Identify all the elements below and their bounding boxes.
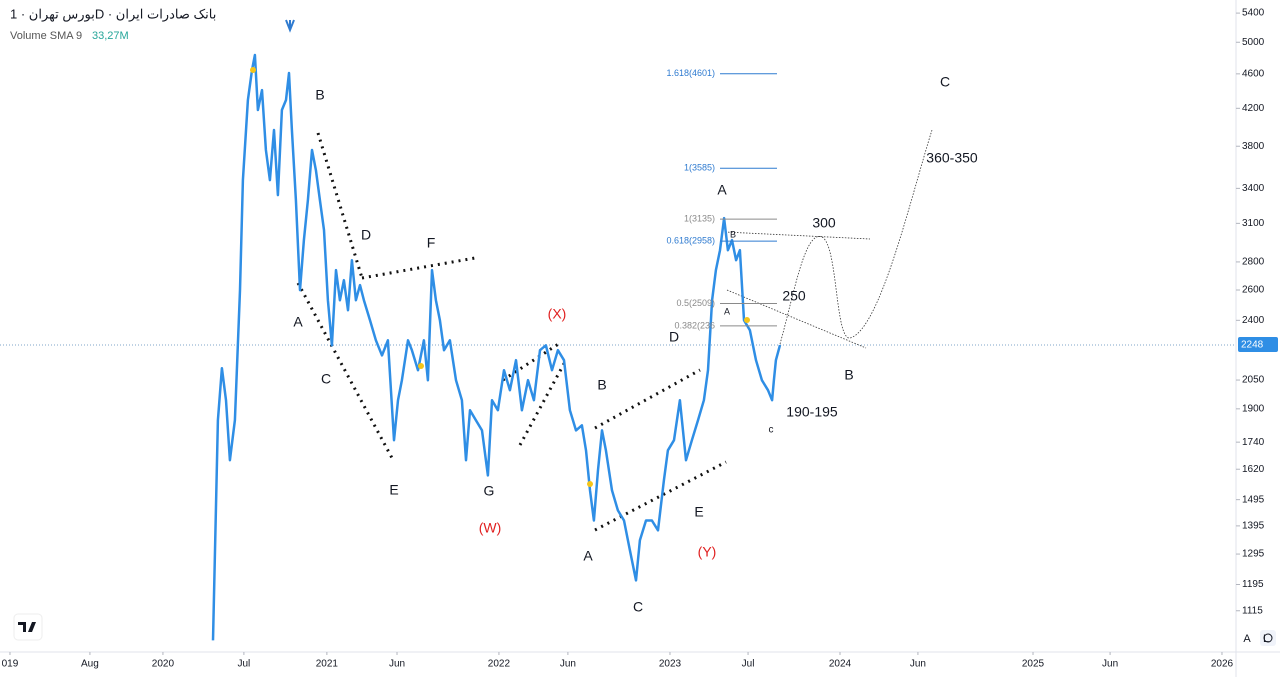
y-tick-label: 2400: [1242, 315, 1265, 326]
x-tick-label: 2023: [659, 659, 682, 670]
y-tick-label: 1495: [1242, 494, 1265, 505]
chart-title: بورس تهران · 1D · بانک صادرات ایران: [10, 6, 216, 22]
wave-label: C: [633, 599, 643, 615]
y-tick-label: 1740: [1242, 437, 1265, 448]
marker-dot: [250, 67, 256, 73]
wave-label: 300: [812, 215, 836, 231]
y-tick-label: 1295: [1242, 549, 1265, 560]
y-tick-label: 1195: [1242, 579, 1264, 590]
fib-label: 0.5(2509): [676, 298, 715, 308]
wave-label: (X): [548, 306, 567, 322]
plot-area: [0, 53, 1236, 641]
x-tick-label: Jul: [237, 659, 250, 670]
last-price-label: 2248: [1241, 340, 1264, 351]
wave-label: E: [694, 504, 703, 520]
x-tick-label: 2021: [316, 659, 339, 670]
y-tick-label: 2600: [1242, 285, 1265, 296]
wave-label: F: [427, 235, 436, 251]
wave-label: c: [769, 425, 774, 436]
price-line-series: [211, 53, 782, 641]
y-tick-label: 2800: [1242, 257, 1265, 268]
trend-lines: [296, 132, 727, 532]
x-tick-label: 2026: [1211, 659, 1234, 670]
fib-label: 1(3135): [684, 213, 715, 223]
fib-label: 0.618(2958): [666, 236, 715, 246]
wave-label: C: [940, 74, 950, 90]
x-tick-label: Jun: [389, 659, 405, 670]
y-tick-label: 5400: [1242, 8, 1265, 19]
y-tick-label: 3800: [1242, 141, 1265, 152]
indicator-name: Volume SMA 9: [10, 30, 82, 42]
scale-button[interactable]: A: [1243, 633, 1251, 645]
y-tick-label: 3100: [1242, 218, 1265, 229]
y-tick-label: 5000: [1242, 37, 1265, 48]
y-tick-label: 1395: [1242, 521, 1265, 532]
x-tick-label: Jun: [1102, 659, 1118, 670]
x-tick-label: 2022: [488, 659, 511, 670]
wave-label: B: [597, 377, 606, 393]
indicator-value: 33,27M: [92, 30, 129, 42]
wave-label: G: [484, 483, 495, 499]
wave-label: B: [315, 87, 324, 103]
last-price-box: [1238, 337, 1278, 352]
projection: [724, 129, 933, 349]
x-tick-label: Jul: [742, 659, 755, 670]
y-tick-label: 4200: [1242, 103, 1265, 114]
settings-icon: [1263, 633, 1273, 643]
wave-label: B: [730, 229, 736, 239]
y-tick-label: 1900: [1242, 403, 1265, 414]
marker-dot: [418, 363, 424, 369]
wave-label: E: [389, 482, 398, 498]
x-tick-label: 2025: [1022, 659, 1045, 670]
x-tick-label: Jun: [560, 659, 576, 670]
wave-label: B: [844, 367, 853, 383]
wave-label: D: [669, 329, 679, 345]
settings-button[interactable]: [1260, 630, 1276, 646]
y-tick-label: 1115: [1242, 605, 1263, 616]
wave-label: A: [583, 548, 593, 564]
logo: [13, 613, 43, 641]
fib-label: 1.618(4601): [666, 68, 715, 78]
marker-dot: [744, 317, 750, 323]
x-tick-label: Jun: [910, 659, 926, 670]
wave-label: 360-350: [926, 150, 978, 166]
x-tick-label: Aug: [81, 659, 99, 670]
wave-label: C: [321, 371, 331, 387]
scale-button[interactable]: L: [1263, 633, 1269, 645]
fib-label: 0.382(236: [674, 320, 715, 330]
y-tick-label: 4600: [1242, 68, 1265, 79]
y-tick-label: 1620: [1242, 464, 1265, 475]
fib-label: 1(3585): [684, 163, 715, 173]
marker-dot: [587, 481, 593, 487]
y-tick-label: 2050: [1242, 375, 1265, 386]
wave-label: A: [293, 314, 303, 330]
x-tick-label: 2024: [829, 659, 852, 670]
wave-label: (W): [479, 520, 502, 536]
wave-label: D: [361, 227, 371, 243]
wave-label: 250: [782, 288, 806, 304]
wave-label: A: [717, 182, 727, 198]
x-tick-label: 2020: [152, 659, 175, 670]
wave-label: (Y): [698, 544, 717, 560]
x-tick-label: 019: [2, 659, 19, 670]
wave-label: A: [724, 306, 730, 316]
arrow-icon: [285, 19, 295, 33]
y-tick-label: 3400: [1242, 183, 1265, 194]
wave-label: 190-195: [786, 404, 838, 420]
